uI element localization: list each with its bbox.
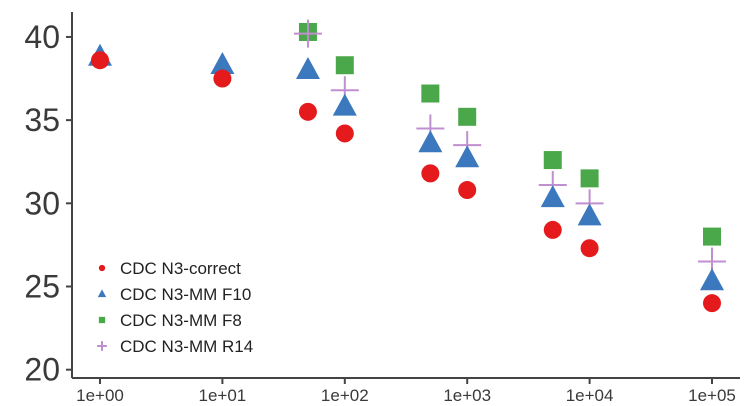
data-point-triangle (455, 145, 480, 168)
legend: CDC N3-correct CDC N3-MM F10 CDC N3-MM F8 C… (97, 259, 253, 356)
data-point-triangle (700, 268, 724, 291)
y-tick-label: 25 (24, 269, 60, 305)
legend-key-circle (98, 264, 106, 272)
data-point-circle (91, 51, 109, 70)
data-point-circle (335, 124, 354, 143)
x-ticks: 1e+00 1e+01 1e+02 1e+03 1e+04 1e+05 (76, 378, 736, 405)
data-point-square (543, 151, 562, 170)
legend-label: CDC N3-MM F10 (120, 285, 251, 304)
data-point-square (458, 107, 477, 126)
data-point-square (580, 169, 599, 188)
axes (71, 12, 740, 379)
y-ticks: 20 25 30 35 40 (24, 19, 72, 388)
legend-label: CDC N3-MM F8 (120, 311, 242, 330)
y-tick-label: 40 (24, 19, 60, 55)
x-tick-label: 1e+00 (76, 386, 124, 405)
data-point-triangle (210, 52, 235, 75)
data-point-triangle (332, 93, 357, 116)
x-tick-label: 1e+05 (688, 386, 736, 405)
x-tick-label: 1e+02 (321, 386, 369, 405)
y-tick-label: 30 (24, 185, 60, 221)
data-point-circle (458, 181, 477, 200)
legend-label: CDC N3-correct (120, 259, 241, 278)
data-point-square (335, 56, 354, 75)
legend-key-square (98, 316, 106, 324)
series-group (88, 43, 724, 291)
data-marks (88, 19, 726, 313)
data-point-square (421, 84, 440, 103)
data-point-circle (543, 220, 562, 239)
x-tick-label: 1e+03 (443, 386, 491, 405)
legend-key-triangle (97, 289, 107, 298)
data-point-triangle (295, 57, 320, 80)
series-group (91, 51, 721, 313)
data-point-square (703, 227, 721, 246)
data-point-circle (298, 102, 317, 121)
data-point-triangle (577, 203, 602, 226)
data-point-circle (703, 294, 721, 313)
series-group (293, 19, 726, 276)
y-tick-label: 20 (24, 352, 60, 388)
data-point-circle (421, 164, 440, 183)
legend-label: CDC N3-MM R14 (120, 337, 253, 356)
data-point-circle (580, 239, 599, 258)
y-tick-label: 35 (24, 102, 60, 138)
legend-key-plus (97, 341, 107, 351)
series-group (298, 22, 721, 246)
data-point-circle (213, 69, 232, 88)
data-point-plus (293, 19, 322, 48)
x-tick-label: 1e+01 (199, 386, 247, 405)
x-tick-label: 1e+04 (566, 386, 614, 405)
data-point-triangle (418, 130, 443, 153)
data-point-triangle (540, 185, 565, 208)
